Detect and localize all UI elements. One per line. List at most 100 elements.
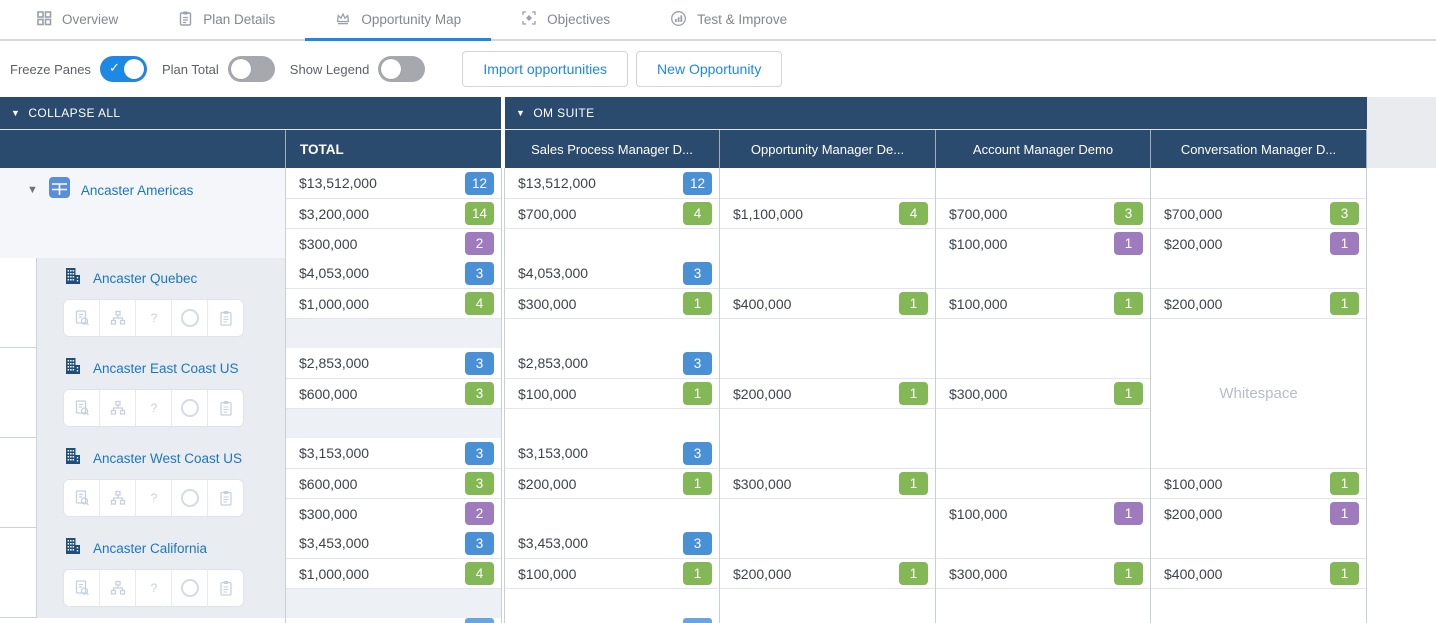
value-cell[interactable]: $300,000 2 xyxy=(286,498,501,528)
count-badge[interactable]: 3 xyxy=(683,351,712,375)
document-search-icon[interactable] xyxy=(64,390,100,426)
value-cell[interactable]: $13,512,000 12 xyxy=(505,168,719,198)
import-opportunities-button[interactable]: Import opportunities xyxy=(462,51,629,87)
hierarchy-icon[interactable] xyxy=(100,300,136,336)
value-cell[interactable]: $200,000 1 xyxy=(1151,228,1366,258)
value-cell[interactable]: $200,000 1 xyxy=(505,468,719,498)
hierarchy-icon[interactable] xyxy=(100,480,136,516)
tab-overview[interactable]: Overview xyxy=(6,0,148,39)
status-circle-icon[interactable] xyxy=(172,300,208,336)
count-badge[interactable]: 3 xyxy=(465,382,494,405)
value-cell[interactable]: $3,453,000 3 xyxy=(286,528,501,558)
value-cell[interactable]: $700,000 4 xyxy=(505,198,719,228)
count-badge[interactable]: 1 xyxy=(683,292,712,315)
count-badge[interactable]: 1 xyxy=(683,472,712,495)
count-badge[interactable]: 4 xyxy=(899,202,928,225)
count-badge[interactable]: 1 xyxy=(1114,232,1143,255)
group-name-link[interactable]: Ancaster East Coast US xyxy=(93,361,239,376)
count-badge[interactable]: 1 xyxy=(1330,472,1359,495)
count-badge[interactable]: 1 xyxy=(1330,232,1359,255)
count-badge[interactable]: 14 xyxy=(465,202,494,225)
count-badge[interactable]: 2 xyxy=(465,232,494,255)
column-header-conversation-manager[interactable]: Conversation Manager D... xyxy=(1151,130,1367,168)
status-circle-icon[interactable] xyxy=(172,390,208,426)
document-search-icon[interactable] xyxy=(64,300,100,336)
count-badge[interactable]: 1 xyxy=(683,382,712,405)
count-badge[interactable]: 1 xyxy=(899,472,928,495)
suite-header[interactable]: ▼ OM SUITE xyxy=(505,97,1367,130)
group-name-link[interactable]: Ancaster Quebec xyxy=(93,271,198,286)
collapse-all-header[interactable]: ▼ COLLAPSE ALL xyxy=(0,97,501,130)
count-badge[interactable]: 3 xyxy=(465,531,494,555)
value-cell[interactable]: $100,000 1 xyxy=(936,498,1150,528)
tab-test-improve[interactable]: Test & Improve xyxy=(640,0,817,39)
new-opportunity-button[interactable]: New Opportunity xyxy=(636,51,783,87)
value-cell[interactable]: $600,000 3 xyxy=(286,468,501,498)
count-badge[interactable]: 3 xyxy=(683,441,712,465)
count-badge[interactable]: 1 xyxy=(1330,502,1359,525)
count-badge[interactable]: 4 xyxy=(465,292,494,315)
value-cell[interactable]: $3,153,000 3 xyxy=(505,438,719,468)
count-badge[interactable]: 3 xyxy=(465,472,494,495)
value-cell[interactable]: $200,000 1 xyxy=(1151,288,1366,318)
count-badge[interactable]: 3 xyxy=(465,441,494,465)
value-cell[interactable]: $600,000 3 xyxy=(286,378,501,408)
count-badge[interactable]: 1 xyxy=(1114,502,1143,525)
count-badge[interactable]: 3 xyxy=(1330,202,1359,225)
hierarchy-icon[interactable] xyxy=(100,390,136,426)
count-badge[interactable]: 1 xyxy=(1330,562,1359,585)
help-icon[interactable]: ? xyxy=(136,390,172,426)
tab-opportunity-map[interactable]: Opportunity Map xyxy=(305,0,491,41)
notes-clipboard-icon[interactable] xyxy=(208,570,243,606)
value-cell[interactable]: $2,853,000 3 xyxy=(286,348,501,378)
status-circle-icon[interactable] xyxy=(172,570,208,606)
value-cell[interactable]: $100,000 1 xyxy=(505,558,719,588)
count-badge[interactable]: 1 xyxy=(899,562,928,585)
value-cell[interactable]: $300,000 1 xyxy=(720,468,935,498)
count-badge[interactable]: 1 xyxy=(1114,562,1143,585)
tab-objectives[interactable]: Objectives xyxy=(491,0,640,39)
value-cell[interactable]: $200,000 1 xyxy=(720,378,935,408)
count-badge[interactable]: 3 xyxy=(465,351,494,375)
count-badge[interactable]: 12 xyxy=(465,171,494,195)
notes-clipboard-icon[interactable] xyxy=(208,480,243,516)
count-badge[interactable]: 3 xyxy=(683,261,712,285)
value-cell[interactable]: $2,853,000 3 xyxy=(505,348,719,378)
count-badge[interactable]: 1 xyxy=(899,382,928,405)
plan-total-toggle[interactable] xyxy=(227,56,275,82)
value-cell[interactable]: $100,000 1 xyxy=(1151,468,1366,498)
count-badge[interactable]: 4 xyxy=(465,562,494,585)
notes-clipboard-icon[interactable] xyxy=(208,300,243,336)
value-cell[interactable]: $1,100,000 4 xyxy=(720,198,935,228)
value-cell[interactable]: $200,000 1 xyxy=(720,558,935,588)
value-cell[interactable]: $4,053,000 3 xyxy=(505,258,719,288)
count-badge[interactable]: 1 xyxy=(899,292,928,315)
value-cell[interactable]: $400,000 1 xyxy=(720,288,935,318)
show-legend-toggle[interactable] xyxy=(378,56,426,82)
document-search-icon[interactable] xyxy=(64,570,100,606)
value-cell[interactable]: $4,053,000 3 xyxy=(286,258,501,288)
group-name-link[interactable]: Ancaster Americas xyxy=(80,182,194,198)
value-cell[interactable]: $400,000 1 xyxy=(1151,558,1366,588)
count-badge[interactable]: 1 xyxy=(683,562,712,585)
count-badge[interactable]: 1 xyxy=(1330,292,1359,315)
notes-clipboard-icon[interactable] xyxy=(208,390,243,426)
count-badge[interactable]: 2 xyxy=(465,502,494,525)
count-badge[interactable]: 1 xyxy=(1114,382,1143,405)
value-cell[interactable]: $3,453,000 3 xyxy=(505,528,719,558)
value-cell[interactable]: $300,000 1 xyxy=(936,378,1150,408)
value-cell[interactable]: $1,000,000 4 xyxy=(286,558,501,588)
count-badge[interactable]: 12 xyxy=(683,171,712,195)
value-cell[interactable]: $3,200,000 14 xyxy=(286,198,501,228)
help-icon[interactable]: ? xyxy=(136,480,172,516)
value-cell[interactable]: $200,000 1 xyxy=(1151,498,1366,528)
freeze-panes-toggle[interactable]: ✓ xyxy=(99,56,147,82)
count-badge[interactable]: 3 xyxy=(465,261,494,285)
value-cell[interactable]: $100,000 1 xyxy=(936,288,1150,318)
column-header-sales-process-manager[interactable]: Sales Process Manager D... xyxy=(505,130,720,168)
value-cell[interactable]: $100,000 1 xyxy=(505,378,719,408)
hierarchy-icon[interactable] xyxy=(100,570,136,606)
count-badge[interactable]: 3 xyxy=(683,531,712,555)
group-name-link[interactable]: Ancaster West Coast US xyxy=(93,451,243,466)
column-header-account-manager[interactable]: Account Manager Demo xyxy=(936,130,1151,168)
